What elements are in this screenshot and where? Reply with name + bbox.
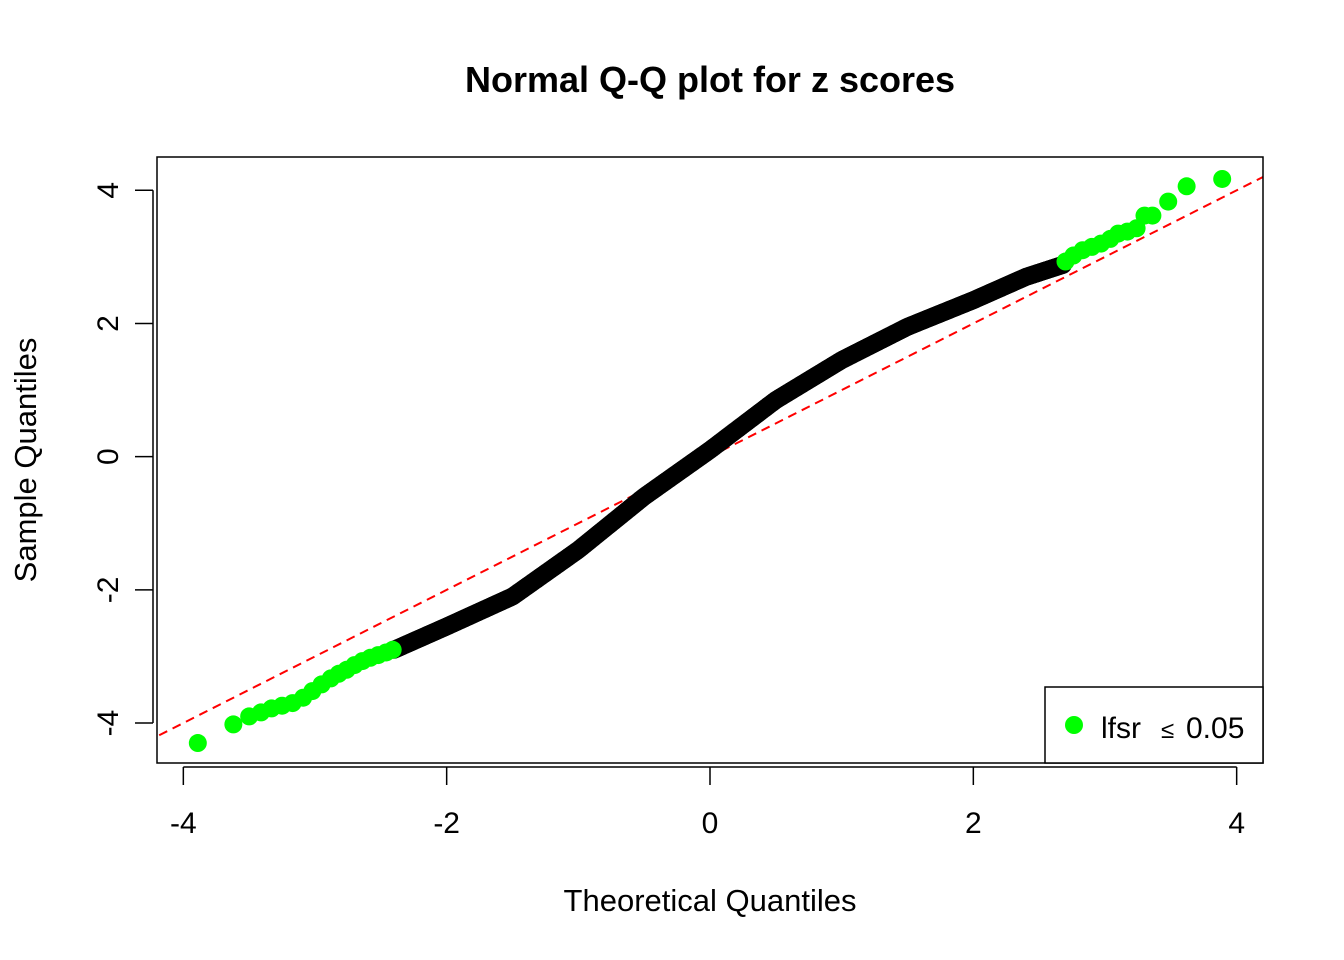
data-point-green	[1143, 206, 1162, 225]
x-tick-label: -4	[170, 807, 197, 840]
x-tick-label: -2	[433, 807, 460, 840]
x-tick-label: 0	[702, 807, 719, 840]
x-axis: -4 -2 0 2 4	[170, 766, 1245, 840]
plot-frame	[156, 156, 1264, 764]
legend-symbol: ≤	[1161, 717, 1174, 744]
points-black-series	[385, 255, 1072, 659]
y-tick-label: 2	[92, 315, 125, 332]
y-tick-label: -4	[92, 710, 125, 737]
x-tick-label: 4	[1228, 807, 1245, 840]
data-point-green	[1213, 169, 1232, 188]
y-axis: -4 -2 0 2 4	[92, 182, 154, 737]
legend-label: lfsr	[1101, 712, 1141, 745]
x-tick-label: 2	[965, 807, 982, 840]
chart-title: Normal Q-Q plot for z scores	[465, 59, 955, 100]
data-point-green	[383, 640, 402, 659]
x-axis-label: Theoretical Quantiles	[564, 883, 857, 918]
y-axis-label: Sample Quantiles	[8, 338, 43, 583]
y-tick-label: -2	[92, 577, 125, 604]
legend: lfsr ≤ 0.05	[1044, 686, 1264, 764]
data-point-green	[1159, 192, 1178, 211]
legend-value: 0.05	[1186, 712, 1244, 745]
data-point-green	[224, 715, 243, 734]
data-point-green	[1177, 177, 1196, 196]
data-point-green	[188, 734, 207, 753]
legend-marker	[1065, 716, 1083, 734]
y-tick-label: 0	[92, 448, 125, 465]
points-green-series	[188, 169, 1232, 753]
y-tick-label: 4	[92, 182, 125, 199]
